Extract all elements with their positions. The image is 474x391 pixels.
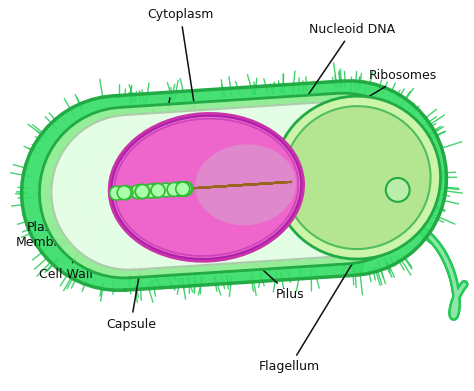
Text: Cytoplasm: Cytoplasm: [147, 8, 214, 116]
Circle shape: [179, 182, 193, 196]
Circle shape: [136, 185, 149, 199]
Circle shape: [136, 185, 149, 199]
Ellipse shape: [109, 114, 303, 261]
Circle shape: [131, 185, 145, 199]
Ellipse shape: [273, 96, 440, 259]
Circle shape: [109, 186, 124, 200]
Circle shape: [117, 186, 131, 200]
Text: Cell Wall: Cell Wall: [39, 109, 154, 281]
Circle shape: [172, 182, 186, 196]
Circle shape: [178, 182, 191, 196]
Circle shape: [177, 182, 191, 196]
Circle shape: [175, 182, 190, 196]
Circle shape: [148, 184, 163, 197]
Circle shape: [146, 184, 159, 198]
Circle shape: [178, 182, 192, 196]
Circle shape: [119, 186, 133, 199]
Polygon shape: [21, 81, 447, 290]
Ellipse shape: [195, 144, 296, 225]
Circle shape: [172, 182, 186, 196]
Polygon shape: [51, 101, 417, 270]
Text: Pilus: Pilus: [205, 217, 304, 301]
Circle shape: [178, 182, 192, 196]
Text: Flagellum: Flagellum: [259, 249, 361, 373]
Circle shape: [151, 183, 165, 197]
Text: Capsule: Capsule: [106, 98, 170, 330]
Text: Ribosomes: Ribosomes: [257, 69, 438, 164]
Circle shape: [150, 184, 164, 197]
Text: Plasma
Membrane: Plasma Membrane: [16, 122, 136, 249]
Circle shape: [177, 182, 191, 196]
Circle shape: [144, 184, 157, 198]
Text: Nucleoid DNA: Nucleoid DNA: [262, 23, 396, 163]
Circle shape: [386, 178, 410, 202]
Circle shape: [176, 182, 190, 196]
Ellipse shape: [283, 106, 430, 249]
Polygon shape: [39, 93, 428, 278]
Circle shape: [159, 183, 173, 197]
Circle shape: [167, 183, 181, 196]
Circle shape: [136, 185, 150, 198]
